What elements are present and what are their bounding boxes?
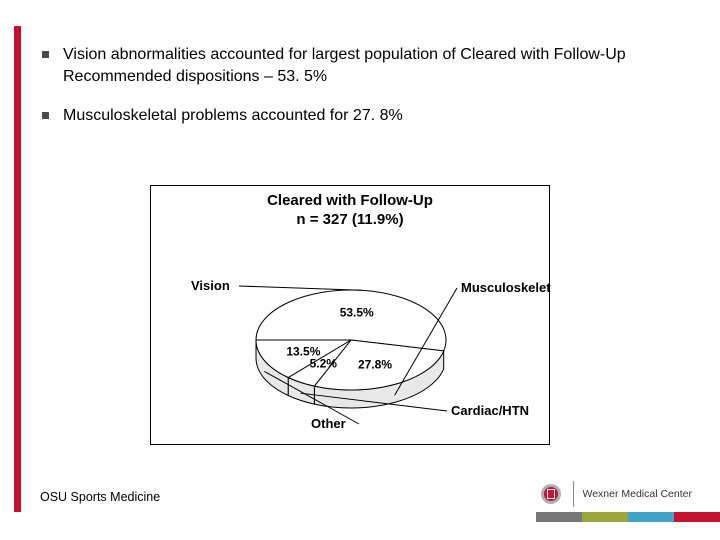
pie-category-label: Cardiac/HTN: [451, 403, 529, 418]
chart-title: Cleared with Follow-Up n = 327 (11.9%): [151, 192, 549, 230]
footer-bar: [582, 512, 628, 522]
bullet-mark-icon: [42, 112, 49, 119]
pie-svg: 53.5% Vision 27.8% Musculoskeletal 5.2% Cardi…: [151, 230, 551, 440]
bullet-text: Musculoskeletal problems accounted for 2…: [63, 105, 403, 127]
accent-bar: [14, 26, 21, 512]
logo-text: Wexner Medical Center: [582, 488, 692, 501]
pie-value-label: 27.8%: [358, 357, 392, 371]
pie-category-label: Vision: [191, 278, 230, 293]
footer-text: OSU Sports Medicine: [40, 490, 160, 504]
osu-logo-icon: [537, 480, 565, 508]
pie-value-label: 5.2%: [310, 356, 338, 370]
pie-chart: Cleared with Follow-Up n = 327 (11.9%) 5…: [150, 185, 550, 445]
logo-divider: [573, 481, 574, 507]
pie-value-label: 13.5%: [286, 344, 320, 358]
chart-title-line1: Cleared with Follow-Up: [267, 192, 433, 209]
bullet-text: Vision abnormalities accounted for large…: [63, 44, 690, 87]
pie-value-label: 53.5%: [340, 305, 374, 319]
footer-color-bars: [536, 512, 720, 522]
pie-category-label: Other: [311, 416, 346, 431]
chart-title-line2: n = 327 (11.9%): [296, 211, 403, 228]
footer-bar: [628, 512, 674, 522]
bullet-mark-icon: [42, 51, 49, 58]
footer-bar: [674, 512, 720, 522]
footer-bar: [536, 512, 582, 522]
footer-logo: Wexner Medical Center: [537, 480, 692, 508]
pie-category-label: Musculoskeletal: [461, 280, 551, 295]
bullet-item: Vision abnormalities accounted for large…: [42, 44, 690, 87]
bullet-item: Musculoskeletal problems accounted for 2…: [42, 105, 690, 127]
content-area: Vision abnormalities accounted for large…: [42, 44, 690, 145]
